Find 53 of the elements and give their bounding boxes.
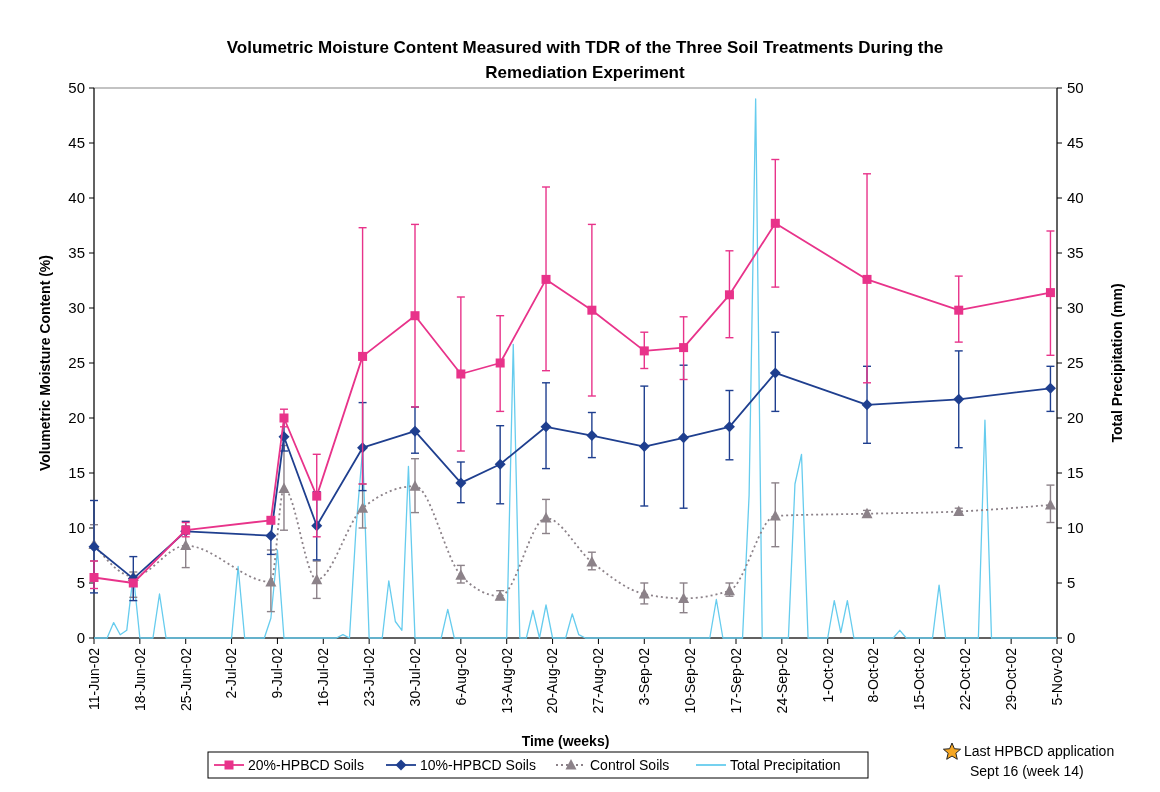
y-tick-label: 35 (68, 244, 85, 262)
y-tick-label: 50 (68, 79, 85, 97)
x-tick-label: 22-Oct-02 (957, 647, 974, 711)
y-tick-label: 15 (68, 464, 85, 482)
x-tick-label: 17-Sep-02 (727, 647, 744, 714)
y2-tick-label: 30 (1067, 299, 1084, 317)
x-tick-label: 1-Oct-02 (819, 647, 836, 703)
y2-tick-label: 10 (1067, 519, 1084, 537)
x-tick-label: 6-Aug-02 (452, 647, 469, 706)
x-tick-label: 10-Sep-02 (682, 647, 699, 714)
y2-tick-label: 15 (1067, 464, 1084, 482)
y-tick-label: 0 (76, 629, 85, 647)
x-tick-label: 27-Aug-02 (590, 647, 607, 714)
x-tick-label: 11-Jun-02 (85, 647, 102, 711)
y2-axis-title: Total Precipitation (mm) (1109, 283, 1125, 443)
x-tick-label: 24-Sep-02 (773, 647, 790, 714)
legend-label: Control Soils (590, 756, 670, 773)
y-tick-label: 40 (68, 189, 85, 207)
legend-label: 20%-HPBCD Soils (248, 756, 364, 773)
y2-tick-label: 5 (1067, 574, 1076, 592)
y2-tick-label: 50 (1067, 79, 1084, 97)
x-tick-label: 18-Jun-02 (131, 647, 148, 712)
x-axis-title: Time (weeks) (521, 733, 610, 749)
y2-tick-label: 35 (1067, 244, 1084, 262)
y-tick-label: 25 (68, 354, 85, 372)
y-tick-label: 20 (68, 409, 85, 427)
x-tick-label: 3-Sep-02 (636, 647, 653, 706)
chart-title: Volumetric Moisture Content Measured with TDR of the Three Soil Treatments During the Remediation Experiment (226, 38, 944, 82)
x-tick-label: 8-Oct-02 (865, 647, 882, 703)
x-tick-label: 5-Nov-02 (1048, 647, 1065, 706)
x-tick-label: 15-Oct-02 (911, 647, 928, 711)
y-tick-label: 10 (68, 519, 85, 537)
y-tick-label: 5 (76, 574, 85, 592)
x-tick-label: 20-Aug-02 (544, 647, 561, 714)
y2-tick-label: 25 (1067, 354, 1084, 372)
x-tick-label: 29-Oct-02 (1003, 647, 1020, 711)
legend-label: 10%-HPBCD Soils (420, 756, 536, 773)
x-tick-label: 2-Jul-02 (223, 647, 240, 699)
y-axis-title: Volumetric Moisture Content (%) (37, 255, 53, 471)
x-tick-label: 13-Aug-02 (498, 647, 515, 714)
x-tick-label: 16-Jul-02 (315, 647, 332, 707)
y2-tick-label: 0 (1067, 629, 1076, 647)
x-tick-label: 30-Jul-02 (406, 647, 423, 707)
text: Last HPBCD application Sept 16 (week 14) (964, 743, 1115, 779)
x-tick-label: 25-Jun-02 (177, 647, 194, 712)
y2-tick-label: 40 (1067, 189, 1084, 207)
y2-tick-label: 20 (1067, 409, 1084, 427)
x-tick-label: 23-Jul-02 (361, 647, 378, 707)
y2-tick-label: 45 (1067, 134, 1084, 152)
legend-label: Total Precipitation (730, 756, 841, 773)
x-tick-label: 9-Jul-02 (269, 647, 286, 699)
y-tick-label: 45 (68, 134, 85, 152)
y-tick-label: 30 (68, 299, 85, 317)
